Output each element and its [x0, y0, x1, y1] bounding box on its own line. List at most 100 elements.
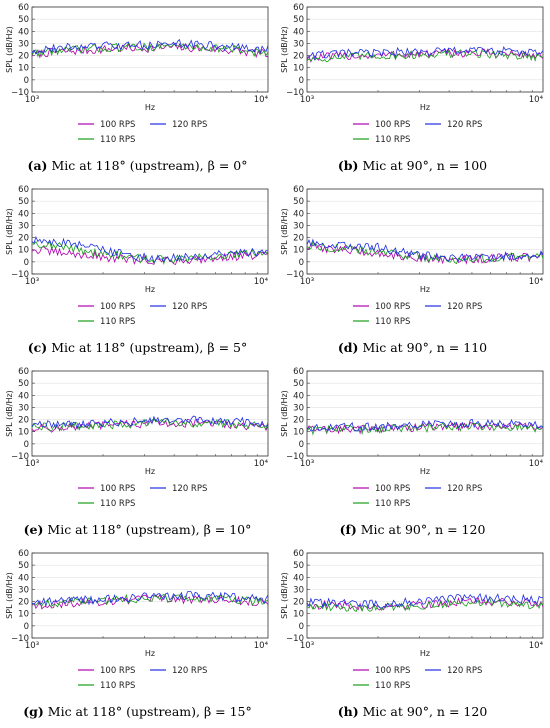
x-tick-label: 10⁴ [529, 95, 544, 105]
y-tick-label: 20 [18, 234, 29, 244]
legend-label: 120 RPS [172, 120, 207, 130]
y-tick-label: 10 [293, 610, 304, 620]
legend-label: 100 RPS [100, 302, 135, 312]
chart-svg-a: −10 0 10 20 30 40 50 60 SPL (dB/Hz) 10³ 10⁴ Hz 100 R… [5, 3, 269, 145]
caption-text: Mic at 90°, n = 100 [358, 158, 488, 173]
x-tick-label: 10⁴ [529, 459, 544, 469]
panel-caption-c: (c) Mic at 118° (upstream), β = 5° [0, 340, 275, 355]
caption-text: Mic at 118° (upstream), β = 15° [43, 704, 252, 719]
chart-svg-e: −10 0 10 20 30 40 50 60 SPL (dB/Hz) 10³ 10⁴ Hz 100 R… [5, 367, 269, 509]
y-tick-label: −10 [286, 270, 304, 280]
caption-letter: (d) [337, 340, 359, 355]
y-tick-label: 10 [293, 64, 304, 74]
y-tick-label: 20 [18, 52, 29, 62]
chart-panel-c: −10 0 10 20 30 40 50 60 SPL (dB/Hz) 10³ 10⁴ Hz 100 R… [0, 182, 275, 364]
legend-label: 100 RPS [100, 666, 135, 676]
y-tick-label: 10 [18, 610, 29, 620]
caption-text: Mic at 118° (upstream), β = 0° [47, 158, 248, 173]
y-tick-label: 20 [18, 598, 29, 608]
x-tick-label: 10⁴ [254, 95, 269, 105]
y-tick-label: 0 [24, 258, 29, 268]
legend-label: 110 RPS [375, 317, 410, 327]
y-tick-label: 30 [18, 585, 29, 595]
y-tick-label: 0 [299, 76, 304, 86]
y-tick-label: −10 [286, 452, 304, 462]
caption-letter: (a) [27, 158, 48, 173]
y-axis-label: SPL (dB/Hz) [280, 208, 289, 255]
y-tick-label: 0 [299, 258, 304, 268]
caption-letter: (b) [337, 158, 359, 173]
x-tick-label: 10³ [25, 95, 39, 105]
x-tick-label: 10³ [300, 459, 314, 469]
axes-frame [31, 552, 269, 639]
y-tick-label: 40 [293, 391, 304, 401]
y-tick-label: 0 [299, 440, 304, 450]
x-axis-label: Hz [145, 649, 155, 658]
x-tick-label: 10³ [300, 277, 314, 287]
x-tick-label: 10³ [25, 277, 39, 287]
y-tick-label: 30 [293, 585, 304, 595]
chart-svg-f: −10 0 10 20 30 40 50 60 SPL (dB/Hz) 10³ 10⁴ Hz 100 R… [280, 367, 544, 509]
y-tick-label: −10 [11, 270, 29, 280]
x-axis-label: Hz [420, 649, 430, 658]
y-tick-label: 20 [293, 52, 304, 62]
y-tick-label: 60 [18, 185, 29, 195]
y-tick-label: 30 [293, 403, 304, 413]
panel-caption-f: (f) Mic at 90°, n = 120 [275, 522, 550, 537]
y-tick-label: 60 [18, 367, 29, 377]
x-tick-label: 10³ [25, 641, 39, 651]
panel-caption-b: (b) Mic at 90°, n = 100 [275, 158, 550, 173]
caption-text: Mic at 118° (upstream), β = 5° [47, 340, 248, 355]
caption-text: Mic at 90°, n = 110 [358, 340, 488, 355]
legend-label: 110 RPS [100, 499, 135, 509]
y-tick-label: 20 [293, 234, 304, 244]
legend-label: 120 RPS [447, 666, 482, 676]
y-tick-label: 50 [18, 379, 29, 389]
axes-frame [31, 370, 269, 457]
chart-svg-g: −10 0 10 20 30 40 50 60 SPL (dB/Hz) 10³ 10⁴ Hz 100 R… [5, 549, 269, 691]
panel-caption-g: (g) Mic at 118° (upstream), β = 15° [0, 704, 275, 719]
y-tick-label: 50 [293, 197, 304, 207]
series-line-110-rps [31, 42, 269, 58]
panel-caption-e: (e) Mic at 118° (upstream), β = 10° [0, 522, 275, 537]
x-tick-label: 10⁴ [529, 641, 544, 651]
y-tick-label: 60 [293, 185, 304, 195]
legend-label: 120 RPS [447, 120, 482, 130]
legend-label: 100 RPS [100, 120, 135, 130]
caption-text: Mic at 90°, n = 120 [358, 704, 488, 719]
x-tick-label: 10⁴ [254, 641, 269, 651]
chart-panel-f: −10 0 10 20 30 40 50 60 SPL (dB/Hz) 10³ 10⁴ Hz 100 R… [275, 364, 550, 546]
y-tick-label: 60 [293, 367, 304, 377]
y-tick-label: 40 [293, 573, 304, 583]
caption-letter: (e) [23, 522, 44, 537]
chart-svg-b: −10 0 10 20 30 40 50 60 SPL (dB/Hz) 10³ 10⁴ Hz 100 R… [280, 3, 544, 145]
y-tick-label: −10 [286, 634, 304, 644]
y-tick-label: 40 [293, 27, 304, 37]
series-line-100-rps [31, 42, 269, 59]
y-tick-label: 60 [18, 3, 29, 13]
y-tick-label: −10 [11, 634, 29, 644]
legend-label: 110 RPS [375, 135, 410, 145]
chart-svg-d: −10 0 10 20 30 40 50 60 SPL (dB/Hz) 10³ 10⁴ Hz 100 R… [280, 185, 544, 327]
y-tick-label: 40 [18, 573, 29, 583]
legend-label: 120 RPS [447, 484, 482, 494]
legend-label: 120 RPS [172, 484, 207, 494]
legend-label: 100 RPS [375, 120, 410, 130]
x-axis-label: Hz [420, 103, 430, 112]
y-tick-label: 0 [24, 76, 29, 86]
chart-panel-e: −10 0 10 20 30 40 50 60 SPL (dB/Hz) 10³ 10⁴ Hz 100 R… [0, 364, 275, 546]
y-axis-label: SPL (dB/Hz) [5, 572, 14, 619]
x-axis-label: Hz [145, 285, 155, 294]
y-tick-label: 50 [18, 197, 29, 207]
series-line-120-rps [306, 45, 544, 61]
series-line-120-rps [31, 38, 269, 55]
caption-letter: (c) [27, 340, 48, 355]
x-tick-label: 10³ [300, 95, 314, 105]
x-tick-label: 10⁴ [254, 277, 269, 287]
y-tick-label: 30 [293, 39, 304, 49]
y-tick-label: 50 [293, 561, 304, 571]
y-tick-label: 50 [18, 15, 29, 25]
legend-label: 110 RPS [100, 317, 135, 327]
caption-text: Mic at 90°, n = 120 [356, 522, 486, 537]
x-axis-label: Hz [420, 285, 430, 294]
